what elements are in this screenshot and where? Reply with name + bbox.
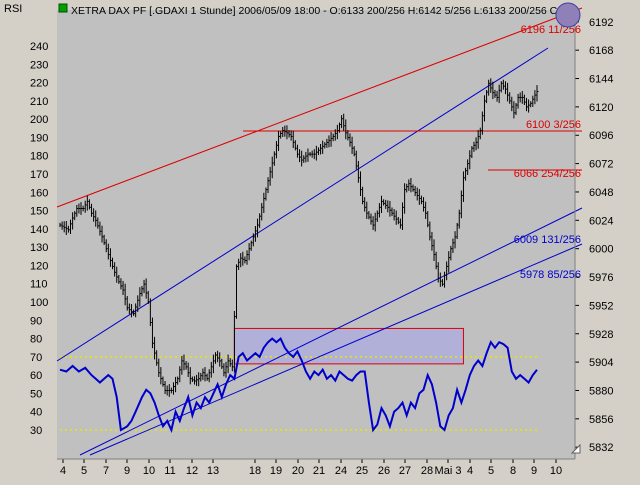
x-tick-label: Mai 3	[435, 465, 462, 477]
line-value-label: 6066 254/256	[514, 168, 581, 180]
rsi-tick-label: 80	[30, 334, 42, 346]
rsi-label: RSI	[4, 3, 22, 15]
x-tick-label: 9	[124, 465, 130, 477]
x-tick-label: 8	[510, 465, 516, 477]
rsi-tick-label: 130	[30, 242, 48, 254]
x-tick-label: 21	[313, 465, 325, 477]
rsi-tick-label: 30	[30, 425, 42, 437]
green-marker-icon[interactable]	[58, 3, 68, 13]
price-tick-label: 5928	[589, 329, 613, 341]
rsi-tick-label: 100	[30, 297, 48, 309]
price-tick-label: 5832	[589, 442, 613, 454]
x-tick-label: 4	[467, 465, 473, 477]
x-tick-label: 11	[164, 465, 175, 477]
x-tick-label: 19	[270, 465, 282, 477]
rsi-tick-label: 60	[30, 370, 42, 382]
rsi-tick-label: 180	[30, 151, 48, 163]
blue-trendline-lower-2	[89, 243, 583, 456]
price-tick-label: 5904	[589, 357, 613, 369]
line-value-label: 5978 85/256	[520, 269, 581, 281]
x-tick-label: 12	[186, 465, 198, 477]
price-tick-label: 5952	[589, 300, 613, 312]
price-tick-label: 6072	[589, 159, 613, 171]
price-tick-label: 6192	[589, 17, 613, 29]
rsi-tick-label: 230	[30, 59, 48, 71]
rsi-tick-label: 210	[30, 96, 48, 108]
rsi-tick-label: 160	[30, 187, 48, 199]
price-tick-label: 6168	[589, 45, 613, 57]
x-tick-label: 10	[143, 465, 155, 477]
rsi-tick-label: 50	[30, 388, 42, 400]
rsi-tick-label: 90	[30, 315, 42, 327]
price-tick-label: 6048	[589, 187, 613, 199]
x-tick-label: 24	[335, 465, 347, 477]
rsi-line	[59, 336, 538, 434]
x-tick-label: 5	[488, 465, 494, 477]
x-tick-label: 20	[292, 465, 304, 477]
resize-grip-icon[interactable]	[570, 443, 581, 454]
x-tick-label: 27	[399, 465, 411, 477]
rsi-tick-label: 40	[30, 407, 42, 419]
rsi-tick-label: 120	[30, 260, 48, 272]
x-tick-label: 18	[249, 465, 261, 477]
chart-header: XETRA DAX PF [.GDAXI 1 Stunde] 2006/05/0…	[71, 5, 560, 17]
price-tick-label: 6000	[589, 244, 613, 256]
rsi-tick-label: 110	[30, 279, 48, 291]
x-tick-label: 10	[550, 465, 562, 477]
line-value-label: 6009 131/256	[514, 234, 581, 246]
rsi-tick-label: 150	[30, 206, 48, 218]
price-tick-label: 6120	[589, 102, 613, 114]
x-tick-label: 5	[81, 465, 87, 477]
x-tick-label: 9	[531, 465, 537, 477]
blue-trendline-channel	[56, 47, 549, 362]
x-tick-label: 13	[207, 465, 219, 477]
price-zone	[233, 327, 464, 365]
price-tick-label: 5880	[589, 385, 613, 397]
price-tick-label: 6096	[589, 130, 613, 142]
x-tick-label: 26	[378, 465, 390, 477]
rsi-tick-label: 220	[30, 78, 48, 90]
x-tick-label: 7	[103, 465, 109, 477]
plot-area[interactable]	[57, 10, 575, 459]
price-tick-label: 5856	[589, 414, 613, 426]
rsi-tick-label: 190	[30, 132, 48, 144]
rsi-tick-label: 200	[30, 114, 48, 126]
rsi-tick-label: 240	[30, 41, 48, 53]
x-tick-label: 4	[60, 465, 66, 477]
price-tick-label: 6024	[589, 215, 613, 227]
x-tick-label: 25	[356, 465, 368, 477]
x-tick-label: 28	[421, 465, 433, 477]
price-tick-label: 5976	[589, 272, 613, 284]
corner-circle-icon[interactable]	[555, 2, 581, 28]
line-value-label: 6100 3/256	[526, 119, 581, 131]
blue-trendline-lower-1	[79, 207, 583, 456]
price-tick-label: 6144	[589, 74, 613, 86]
rsi-tick-label: 70	[30, 352, 42, 364]
rsi-tick-label: 170	[30, 169, 48, 181]
rsi-tick-label: 140	[30, 224, 48, 236]
red-trendline-upper	[56, 7, 583, 208]
